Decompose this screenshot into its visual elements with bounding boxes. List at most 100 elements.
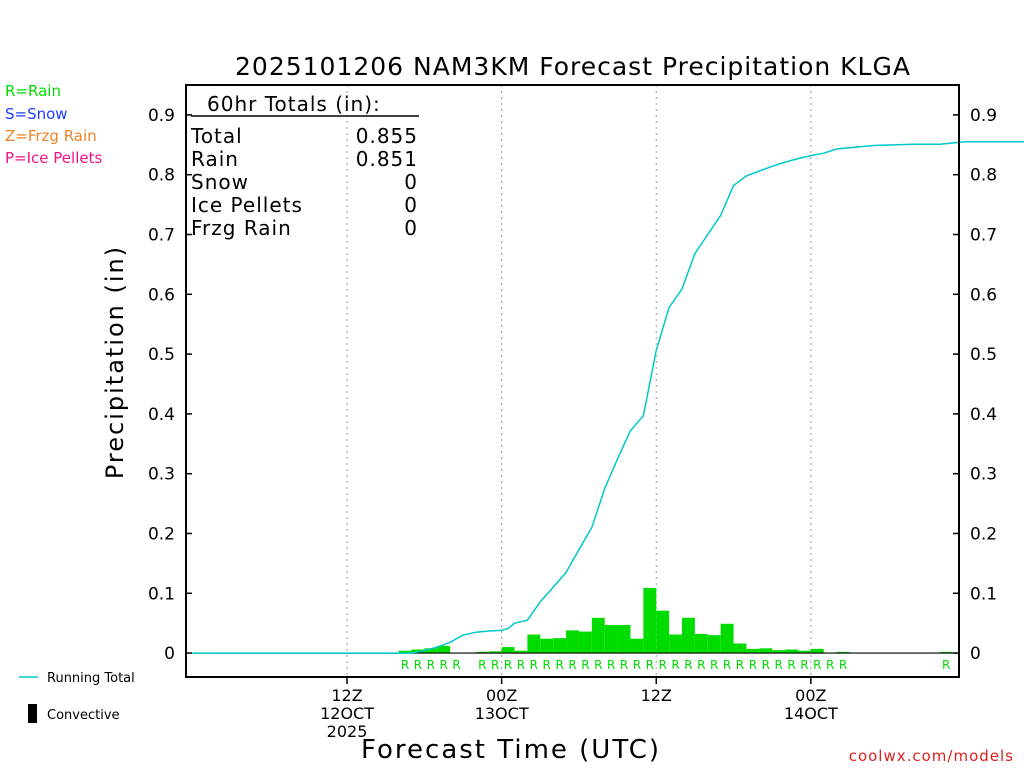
totals-row-label: Frzg Rain [191,216,292,240]
rain-bar [553,638,567,654]
rain-marker: R [749,658,757,672]
rain-marker: R [826,658,834,672]
x-tick-label: 14OCT [784,704,838,723]
rain-bar [772,650,786,654]
x-tick-label: 12Z [331,686,362,705]
rain-marker: R [762,658,770,672]
convective-legend-label: Convective [47,708,120,723]
y-tick-label-left: 0.6 [148,285,175,305]
rain-marker: R [942,658,950,672]
plot-frame [185,84,960,678]
rain-bar [578,631,592,654]
x-tick-label: 2025 [327,722,368,741]
y-tick-label-left: 0.8 [148,166,175,186]
chart-title: 2025101206 NAM3KM Forecast Precipitation… [235,52,911,81]
legend-ice-pellets: P=Ice Pellets [5,149,102,167]
y-tick-label-right: 0 [970,644,981,664]
rain-bar [643,587,657,654]
y-axis-ticks: 0 00.1 0.10.2 0.20.3 0.30.4 0.40.5 0.50.6 0.60.… [148,106,997,664]
y-tick-label-left: 0 [164,644,175,664]
rain-marker: R [594,658,602,672]
rain-bar [797,650,811,654]
totals-row-label: Ice Pellets [191,193,303,217]
rain-bar [424,648,438,654]
totals-row-value: 0.851 [356,147,418,171]
rain-bar [746,648,760,654]
rain-marker: R [839,658,847,672]
rain-marker: R [620,658,628,672]
totals-row-label: Snow [191,170,249,194]
rain-marker: R [774,658,782,672]
rain-marker: R [684,658,692,672]
y-tick-label-left: 0.1 [148,584,175,604]
x-tick-label: 12OCT [320,704,374,723]
rain-marker: R [427,658,435,672]
gridlines [346,85,812,677]
rain-marker: R [568,658,576,672]
rain-bar [682,617,695,654]
rain-marker: R [800,658,808,672]
rain-bar [785,649,798,654]
totals-row-label: Total [190,124,243,148]
rain-bar [488,651,502,654]
y-tick-label-left: 0.2 [148,524,175,544]
rain-marker: R [710,658,718,672]
rain-marker: R [813,658,821,672]
rain-marker: R [671,658,679,672]
rain-marker: R [504,658,512,672]
x-axis-label: Forecast Time (UTC) [361,735,661,765]
y-tick-label-right: 0.8 [970,166,997,186]
rain-bar [810,648,824,654]
totals-row-value: 0 [404,170,418,194]
x-tick-label: 13OCT [475,704,529,723]
rain-bar [733,643,747,654]
rain-bar [694,633,708,654]
rain-marker: R [452,658,460,672]
rain-bar [540,638,554,654]
rain-bar [720,623,734,654]
rain-bars [398,587,953,654]
precip-type-legend: R=Rain S=Snow Z=Frzg Rain P=Ice Pellets [5,82,102,167]
y-tick-label-left: 0.3 [148,465,175,485]
rain-marker: R [787,658,795,672]
y-tick-label-left: 0.5 [148,345,175,365]
totals-row-label: Rain [191,147,239,171]
rain-marker: R [401,658,409,672]
rain-marker: R [633,658,641,672]
rain-marker: R [736,658,744,672]
rain-marker: R [491,658,499,672]
rain-marker: R [517,658,525,672]
rain-bar [630,638,644,654]
x-tick-label: 00Z [486,686,517,705]
totals-row-value: 0 [404,216,418,240]
running-total-line [192,141,1024,654]
y-axis-label: Precipitation (in) [101,245,129,479]
y-tick-label-right: 0.3 [970,465,997,485]
rain-marker: R [530,658,538,672]
rain-bar [398,650,412,654]
rain-bar [669,634,683,654]
rain-marker: R [646,658,654,672]
y-tick-label-right: 0.6 [970,285,997,305]
rain-bar [527,634,541,654]
rain-bar [591,617,605,654]
y-tick-label-right: 0.2 [970,524,997,544]
rain-marker: R [697,658,705,672]
y-tick-label-left: 0.4 [148,405,175,425]
rain-bar [501,647,515,654]
y-tick-label-right: 0.5 [970,345,997,365]
rain-marker: R [478,658,486,672]
rain-marker: R [414,658,422,672]
legend-rain: R=Rain [5,82,61,100]
rain-bar [759,648,773,654]
legend-freezing-rain: Z=Frzg Rain [5,127,97,145]
rain-bar [514,650,528,654]
rain-bar [656,610,670,654]
convective-legend-swatch [28,704,37,723]
totals-box: 60hr Totals (in): Total 0.855 Rain 0.851 Sno… [190,92,419,240]
x-tick-label: 12Z [641,686,672,705]
